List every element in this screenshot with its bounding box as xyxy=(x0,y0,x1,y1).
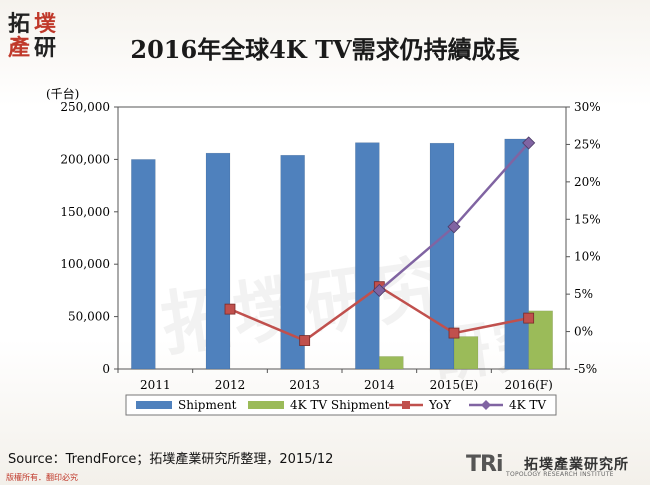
y-right-tick-label: 10% xyxy=(574,250,601,264)
y-left-tick-label: 0 xyxy=(102,362,110,376)
line-point xyxy=(224,303,236,315)
bar xyxy=(355,142,380,370)
line-point xyxy=(448,327,460,339)
bar xyxy=(453,336,479,370)
legend-label: YoY xyxy=(428,398,452,412)
legend xyxy=(125,394,557,416)
y-right-tick-label: 0% xyxy=(574,325,593,339)
line-point xyxy=(447,220,461,234)
x-tick-label: 2012 xyxy=(215,378,246,392)
legend-swatch xyxy=(136,401,172,409)
bar xyxy=(131,159,156,370)
logo-char: 產 xyxy=(8,35,31,61)
x-tick-label: 2013 xyxy=(289,378,320,392)
legend-label: Shipment xyxy=(178,398,237,412)
unit-label: (千台) xyxy=(46,86,79,101)
bar xyxy=(205,152,231,370)
line-point xyxy=(372,283,386,297)
legend-label: 4K TV xyxy=(509,398,546,412)
y-left-tick-label: 100,000 xyxy=(60,257,110,271)
x-tick-label: 2011 xyxy=(140,378,171,392)
page-title: 2016年全球4K TV需求仍持續成長 xyxy=(130,35,520,64)
line-point xyxy=(523,312,535,324)
y-left-tick-label: 250,000 xyxy=(60,100,110,114)
y-right-tick-label: 30% xyxy=(574,100,601,114)
copyright-note: 版權所有．翻印必究 xyxy=(6,473,78,482)
legend-swatch xyxy=(248,401,284,409)
bar xyxy=(379,356,404,370)
line-point xyxy=(299,335,311,346)
y-right-tick-label: 20% xyxy=(574,175,601,189)
x-tick-label: 2016(F) xyxy=(505,378,553,392)
y-right-tick-label: 5% xyxy=(574,287,593,301)
x-tick-label: 2015(E) xyxy=(430,378,479,392)
legend-marker xyxy=(481,400,491,410)
legend-label: 4K TV Shipment xyxy=(290,398,390,412)
y-left-tick-label: 200,000 xyxy=(60,152,110,166)
brand-logo: TRi 拓墣產業研究所 TOPOLOGY RESEARCH INSTITUTE xyxy=(466,452,646,482)
logo-char: 研 xyxy=(34,35,57,61)
brand-name: 拓墣產業研究所 xyxy=(524,457,629,473)
y-left-tick-label: 50,000 xyxy=(68,310,110,324)
legend-marker xyxy=(402,401,410,409)
y-right-tick-label: 15% xyxy=(574,212,601,226)
line-point xyxy=(522,136,536,150)
logo: 拓 墣 產 研 xyxy=(6,6,62,61)
y-right-tick-label: -5% xyxy=(574,362,597,376)
bar xyxy=(504,138,529,370)
y-left-tick-label: 150,000 xyxy=(60,205,110,219)
plot-area xyxy=(117,106,567,370)
x-tick-label: 2014 xyxy=(364,378,395,392)
source-note: Source：TrendForce；拓墣產業研究所整理，2015/12 xyxy=(8,452,334,467)
logo-char: 拓 xyxy=(8,11,31,37)
bar xyxy=(528,310,553,370)
logo-char: 墣 xyxy=(34,11,57,37)
y-right-tick-label: 25% xyxy=(574,137,601,151)
brand-mark: TRi xyxy=(466,452,503,477)
brand-name-en: TOPOLOGY RESEARCH INSTITUTE xyxy=(506,471,614,478)
